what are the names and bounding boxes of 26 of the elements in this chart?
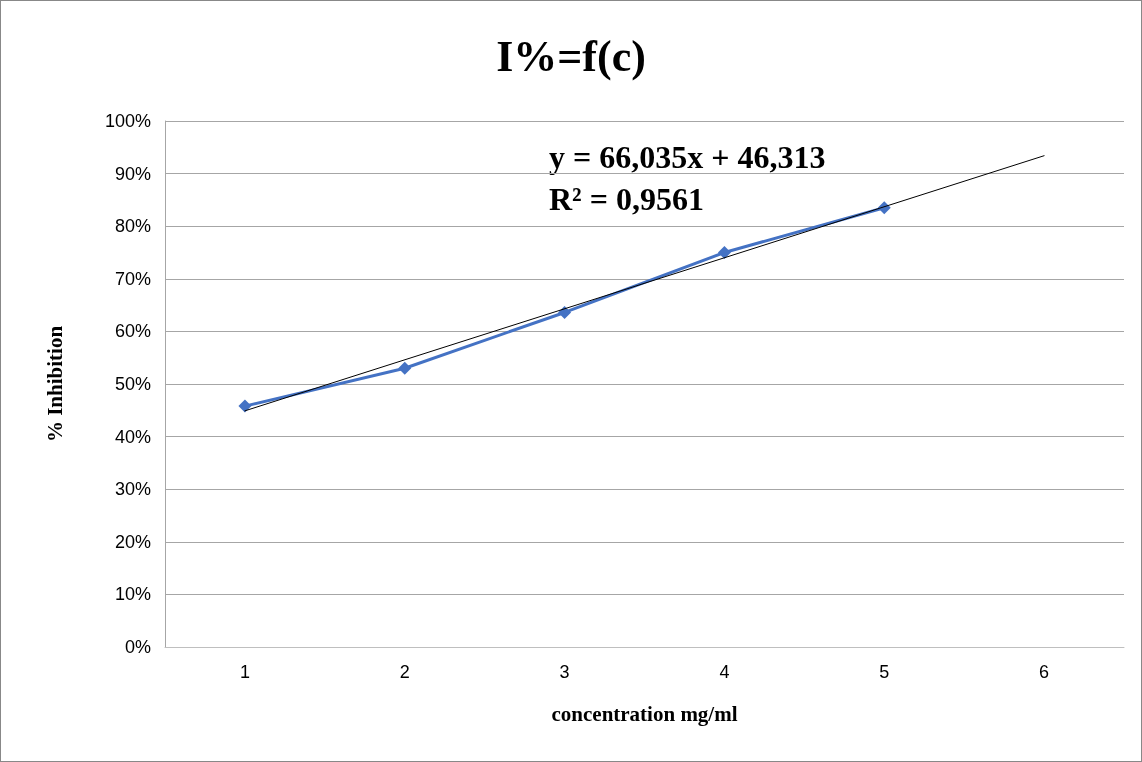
y-tick-label: 50% [114,374,151,394]
y-tick-label: 10% [114,584,151,605]
y-tick-label: 100% [104,111,151,131]
chart-title: I%=f(c) [496,31,646,81]
y-tick-label: 30% [114,479,151,500]
annotation: R² = 0,9561 [549,181,704,217]
x-tick-label: 1 [239,662,250,682]
y-axis-title: % Inhibition [42,325,67,443]
x-tick-label: 2 [399,662,410,682]
y-tick-label: 80% [114,216,151,237]
point [238,399,252,413]
y-tick-label: 70% [114,268,151,289]
point [398,361,412,375]
x-tick-label: 3 [559,662,570,682]
annotation: y = 66,035x + 46,313 [549,139,826,175]
x-tick-label: 4 [719,662,730,682]
y-tick-label: 40% [114,426,151,447]
y-tick-label: 60% [114,321,151,342]
x-tick-label: 6 [1039,662,1050,682]
y-tick-label: 0% [124,637,151,657]
x-axis-title: concentration mg/ml [551,701,738,726]
point [558,305,572,319]
point [717,246,731,259]
y-tick-label: 90% [114,163,151,184]
y-tick-label: 20% [114,531,151,552]
x-tick-label: 5 [879,662,890,682]
